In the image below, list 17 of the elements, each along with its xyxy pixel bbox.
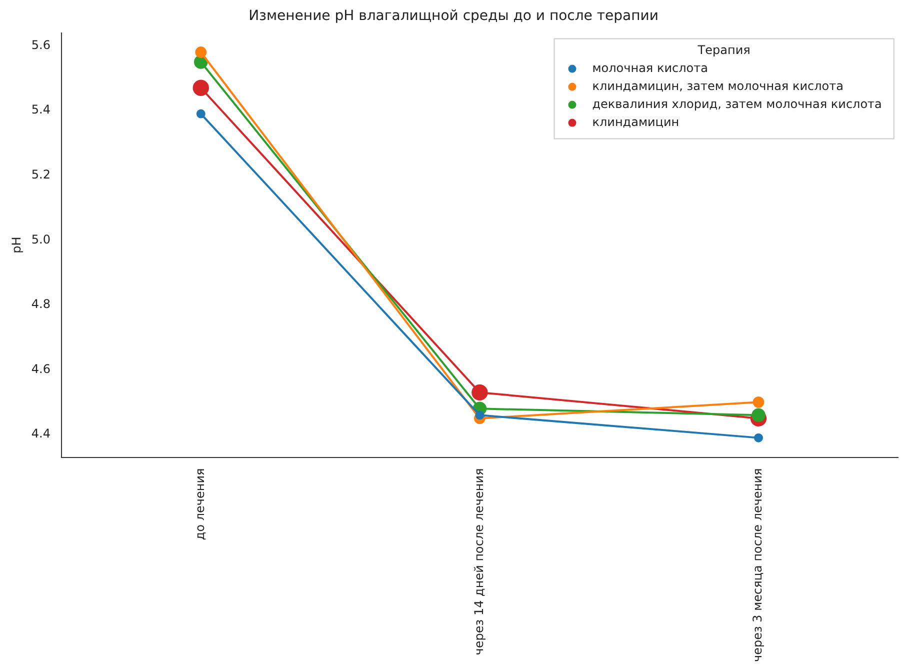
y-tick-label: 5.6 (31, 38, 50, 52)
y-tick-label: 5.2 (31, 167, 50, 182)
chart-title: Изменение pH влагалищной среды до и после терапии (248, 8, 658, 24)
legend-label: клиндамицин, затем молочная кислота (592, 78, 844, 93)
x-tick-label: через 3 месяца после лечения (750, 468, 765, 662)
y-tick-label: 4.6 (31, 362, 50, 376)
y-tick-label: 5.4 (31, 102, 50, 117)
legend-label: молочная кислота (592, 60, 708, 75)
legend-label: клиндамицин (592, 114, 680, 129)
legend-title: Терапия (696, 42, 750, 57)
y-tick-label: 4.4 (31, 426, 50, 441)
x-tick-label: до лечения (193, 468, 208, 540)
y-tick-label: 5.0 (31, 232, 50, 246)
x-tick-label: через 14 дней после лечения (472, 468, 486, 656)
legend-label: деквалиния хлорид, затем молочная кислота (592, 96, 882, 111)
y-axis-title: pH (9, 236, 24, 254)
y-tick-label: 4.8 (31, 297, 50, 312)
